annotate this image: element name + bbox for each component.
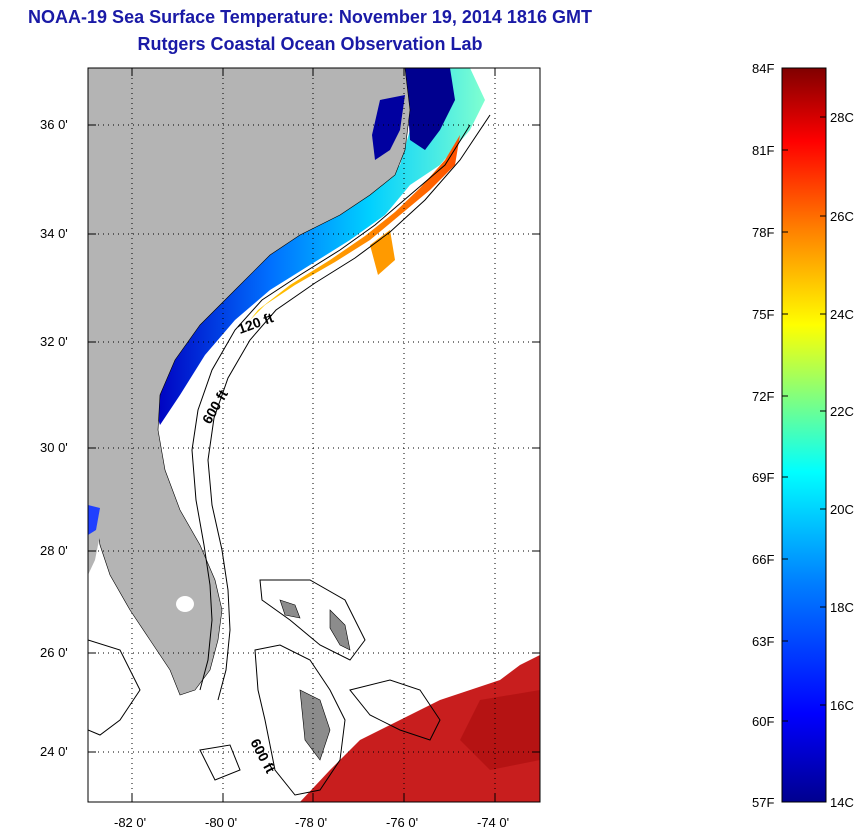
- map-subtitle: Rutgers Coastal Ocean Observation Lab: [137, 34, 483, 54]
- colorbar-ticks: [782, 116, 826, 722]
- lon-label-74: -74 0': [477, 815, 510, 830]
- colorbar-label-28c: 28C: [830, 110, 854, 125]
- bahamas-island-3: [279, 599, 301, 619]
- colorbar-label-14c: 14C: [830, 795, 854, 810]
- shelf-water-cold: [155, 68, 485, 425]
- temperature-colorbar: [781, 67, 827, 803]
- colorbar-label-81f: 81F: [752, 143, 775, 158]
- colorbar-label-16c: 16C: [830, 698, 854, 713]
- lat-label-34: 34 0': [40, 226, 68, 241]
- lat-label-28: 28 0': [40, 543, 68, 558]
- map-title: NOAA-19 Sea Surface Temperature: Novembe…: [28, 7, 592, 27]
- colorbar-label-60f: 60F: [752, 714, 775, 729]
- gulf-cold-water: [88, 505, 100, 535]
- colorbar-label-66f: 66F: [752, 552, 775, 567]
- lat-label-24: 24 0': [40, 744, 68, 759]
- colorbar-label-22c: 22C: [830, 404, 854, 419]
- colorbar-label-84f: 84F: [752, 61, 775, 76]
- colorbar-label-57f: 57F: [752, 795, 775, 810]
- sound-water: [405, 68, 455, 150]
- warm-water-south: [300, 655, 540, 802]
- colorbar-label-75f: 75F: [752, 307, 775, 322]
- colorbar-label-24c: 24C: [830, 307, 854, 322]
- map-grid: [88, 68, 540, 802]
- bahamas-island-2: [299, 689, 331, 761]
- lon-label-76: -76 0': [386, 815, 419, 830]
- lat-label-30: 30 0': [40, 440, 68, 455]
- lat-label-36: 36 0': [40, 117, 68, 132]
- colorbar-label-26c: 26C: [830, 209, 854, 224]
- colorbar-label-18c: 18C: [830, 600, 854, 615]
- warm-patch: [370, 230, 395, 275]
- lat-label-32: 32 0': [40, 334, 68, 349]
- inland-sound: [372, 95, 405, 160]
- lon-label-78: -78 0': [295, 815, 328, 830]
- colorbar-label-69f: 69F: [752, 470, 775, 485]
- colorbar-label-78f: 78F: [752, 225, 775, 240]
- lon-label-80: -80 0': [205, 815, 238, 830]
- colorbar-label-72f: 72F: [752, 389, 775, 404]
- warm-water-south-dark: [460, 690, 540, 770]
- colorbar-label-20c: 20C: [830, 502, 854, 517]
- lake-okeechobee: [176, 596, 194, 612]
- colorbar-label-63f: 63F: [752, 634, 775, 649]
- map-frame: [87, 67, 541, 803]
- lon-label-82: -82 0': [114, 815, 147, 830]
- bathymetry-contours: [88, 114, 491, 796]
- lat-label-26: 26 0': [40, 645, 68, 660]
- bahamas-island-1: [329, 609, 351, 651]
- map-ticks: [88, 68, 540, 802]
- land-us: [88, 68, 411, 696]
